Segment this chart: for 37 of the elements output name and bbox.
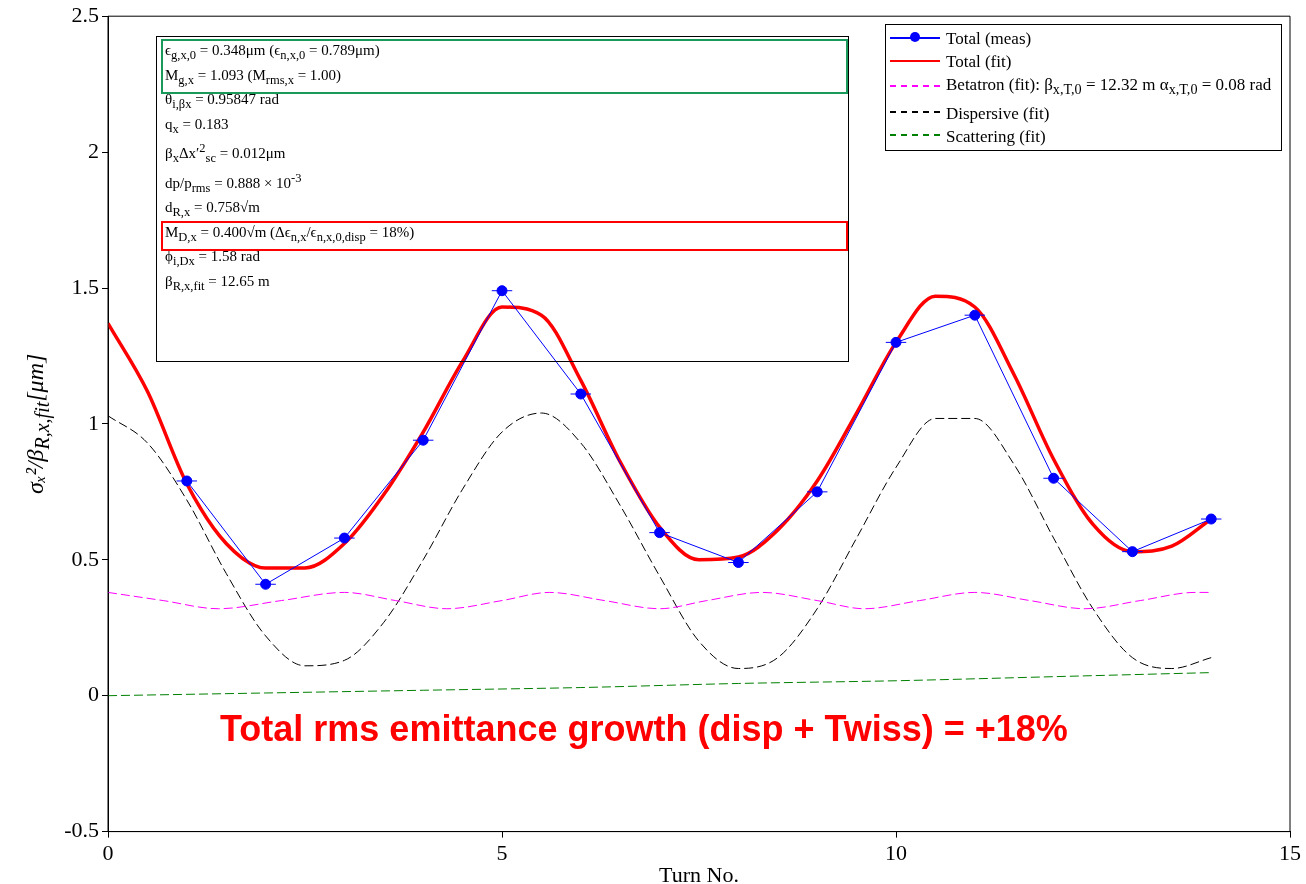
point — [732, 557, 744, 569]
point — [496, 285, 508, 297]
line-series — [108, 672, 1212, 697]
point — [890, 336, 902, 348]
y-tick-label: 2 — [88, 137, 99, 163]
legend-label: Dispersive (fit) — [946, 102, 1050, 125]
annotation: β$_{x}$Δx′$^{2}$$_{sc}$ = 0.012μm — [165, 140, 287, 168]
y-tick-label: 0 — [88, 681, 99, 707]
x-tick-label: 15 — [1279, 839, 1301, 865]
x-tick-label: 10 — [885, 839, 907, 865]
legend-label: Total (meas) — [946, 28, 1032, 51]
point — [654, 527, 666, 539]
legend-label: Scattering (fit) — [946, 125, 1046, 148]
y-tick-label: 0.5 — [71, 545, 99, 571]
annotation: q$_{x}$ = 0.183 — [165, 114, 230, 138]
legend-label: Betatron (fit): β$_{x,T,0}$ = 12.32 m α$_{x,T,0}$ = 0.08 rad — [946, 74, 1272, 100]
point — [260, 578, 272, 590]
point — [969, 309, 981, 321]
point — [417, 434, 429, 446]
y-tick-label: 1.5 — [71, 273, 99, 299]
x-tick-label: 5 — [496, 839, 508, 865]
annotation: β$_{R,x,fit}$ = 12.65 m — [165, 271, 271, 295]
annotation: θ$_{i,βx}$ = 0.95847 rad — [165, 90, 281, 114]
annotation: dp/p$_{rms}$ = 0.888 × 10$^{-3}$ — [165, 169, 303, 197]
point — [1126, 546, 1138, 558]
annotation: ϵ$_{g,x,0}$ = 0.348μm (ϵ$_{n,x,0}$ = 0.789μm) — [165, 41, 381, 65]
y-tick-label: -0.5 — [64, 817, 99, 843]
annotation: M$_{D,x}$ = 0.400√m (Δϵ$_{n,x}$/ϵ$_{n,x,0,disp}$ = 18%) — [165, 222, 416, 246]
annotation: d$_{R,x}$ = 0.758√m — [165, 198, 261, 222]
x-axis-title: Turn No. — [659, 861, 739, 884]
y-tick-label: 1 — [88, 409, 99, 435]
y-tick-label: 2.5 — [71, 1, 99, 27]
legend-label: Total (fit) — [946, 51, 1012, 74]
annotation: ϕ$_{i,Dx}$ = 1.58 rad — [165, 247, 261, 271]
annotation: M$_{g,x}$ = 1.093 (M$_{rms,x}$ = 1.00) — [165, 65, 343, 89]
annotation: Total rms emittance growth (disp + Twiss) = +18% — [220, 707, 1068, 750]
point — [1048, 472, 1060, 484]
